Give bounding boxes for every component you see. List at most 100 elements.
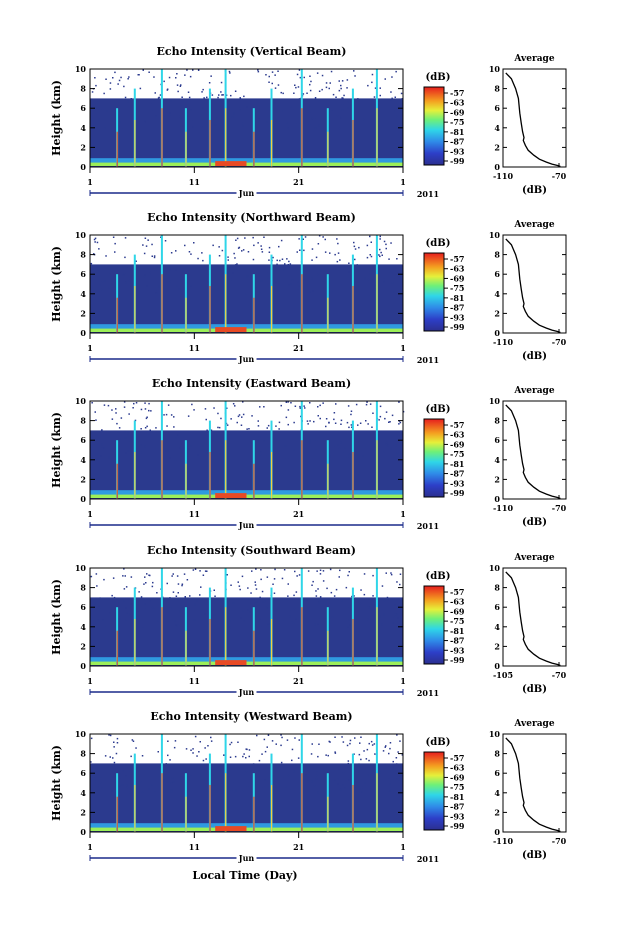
- heatmap-cell: [252, 258, 255, 261]
- heatmap-cell: [244, 237, 246, 239]
- heatmap-cell: [114, 242, 116, 245]
- heatmap-cell: [353, 595, 355, 597]
- heatmap-cell: [157, 97, 160, 99]
- heatmap-cell: [145, 417, 148, 420]
- y-tick-label: 6: [80, 602, 86, 612]
- heatmap-cell: [368, 293, 371, 296]
- heatmap-cell: [114, 454, 116, 457]
- heatmap-cell: [347, 101, 349, 104]
- heatmap-cell: [93, 253, 95, 255]
- heatmap-cell: [144, 274, 146, 276]
- heatmap-cell: [334, 422, 337, 424]
- heatmap-cell: [281, 736, 283, 739]
- heatmap-cell: [118, 427, 121, 429]
- heatmap-cell: [222, 272, 225, 274]
- heatmap-cell: [264, 786, 266, 788]
- heatmap-cell: [108, 456, 110, 459]
- heatmap-cell: [334, 779, 336, 781]
- heatmap-cell: [311, 277, 313, 280]
- heatmap-cell: [183, 446, 185, 449]
- heatmap-cell: [361, 455, 364, 457]
- heatmap-cell: [189, 445, 192, 447]
- heatmap-cell: [245, 293, 248, 295]
- heatmap-cell: [185, 748, 188, 750]
- heatmap-spike-core: [301, 607, 303, 666]
- heatmap-cell: [102, 619, 104, 621]
- heatmap-cell: [316, 273, 319, 276]
- heatmap-cell: [248, 791, 250, 793]
- x-tick-label: 1: [87, 509, 93, 519]
- heatmap-cell: [370, 241, 372, 243]
- heatmap-cell: [208, 98, 210, 101]
- heatmap-base: [90, 763, 403, 832]
- heatmap-cell: [208, 612, 210, 614]
- heatmap-cell: [289, 283, 292, 285]
- heatmap-spike-core: [134, 618, 136, 666]
- heatmap-cell: [372, 269, 375, 271]
- heatmap-cell: [163, 790, 166, 793]
- heatmap-cell: [122, 265, 124, 268]
- heatmap-cell: [95, 573, 98, 575]
- x-tick-label: 21: [293, 676, 304, 686]
- heatmap-cell: [322, 580, 325, 582]
- heatmap-cell: [250, 791, 252, 793]
- heatmap-cell: [284, 263, 286, 265]
- heatmap-cell: [104, 279, 106, 282]
- heatmap-cell: [315, 118, 318, 120]
- heatmap-cell: [393, 766, 396, 769]
- heatmap-cell: [341, 109, 344, 111]
- heatmap-cell: [353, 753, 355, 755]
- heatmap-cell: [335, 96, 337, 98]
- x-tick-label: 1: [400, 343, 406, 353]
- heatmap-cell: [341, 284, 343, 286]
- heatmap-cell: [241, 416, 243, 418]
- avg-x-tick-label: -70: [552, 670, 567, 680]
- heatmap-cell: [342, 741, 345, 743]
- heatmap-cell: [128, 413, 130, 415]
- avg-y-tick-label: 2: [494, 641, 500, 651]
- heatmap-cell: [153, 99, 155, 101]
- heatmap-cell: [273, 781, 276, 783]
- heatmap-cell: [112, 236, 115, 238]
- heatmap-cell: [112, 77, 114, 79]
- heatmap-cell: [343, 452, 345, 454]
- heatmap-cell: [345, 586, 348, 589]
- heatmap-cell: [322, 236, 324, 238]
- heatmap-cell: [378, 254, 380, 256]
- y-tick-label: 2: [80, 641, 86, 651]
- heatmap-cell: [181, 584, 183, 587]
- heatmap-cell: [391, 97, 393, 100]
- heatmap-cell: [124, 265, 126, 268]
- avg-x-tick-label: -70: [552, 171, 567, 181]
- heatmap-cell: [257, 242, 259, 244]
- heatmap-cell: [144, 237, 147, 239]
- heatmap-cell: [358, 246, 360, 249]
- heatmap-spike-core: [376, 440, 378, 499]
- heatmap-cell: [299, 123, 302, 126]
- heatmap-cell: [299, 121, 301, 124]
- heatmap-cell: [275, 743, 277, 745]
- heatmap-cell: [256, 734, 258, 737]
- heatmap-cell: [337, 252, 340, 254]
- heatmap-cell: [126, 612, 128, 614]
- y-tick-label: 10: [75, 230, 87, 240]
- colorbar-label: -69: [450, 107, 465, 117]
- heatmap-cell: [202, 88, 204, 91]
- heatmap-cell: [199, 741, 201, 743]
- heatmap-cell: [377, 120, 380, 122]
- heatmap-cell: [192, 126, 194, 128]
- x-tick-label: 11: [189, 676, 200, 686]
- heatmap-cell: [126, 786, 129, 789]
- heatmap-cell: [318, 124, 320, 127]
- heatmap-cell: [241, 250, 243, 252]
- heatmap-cell: [369, 273, 372, 275]
- heatmap-spike-core: [352, 784, 354, 832]
- heatmap-cell: [375, 288, 377, 291]
- heatmap-cell: [390, 91, 392, 93]
- heatmap-cell: [234, 405, 236, 407]
- heatmap-cell: [280, 404, 282, 407]
- heatmap-cell: [107, 404, 110, 407]
- heatmap-cell: [94, 604, 96, 607]
- heatmap-cell: [228, 432, 231, 435]
- x-tick-label: 11: [189, 177, 200, 187]
